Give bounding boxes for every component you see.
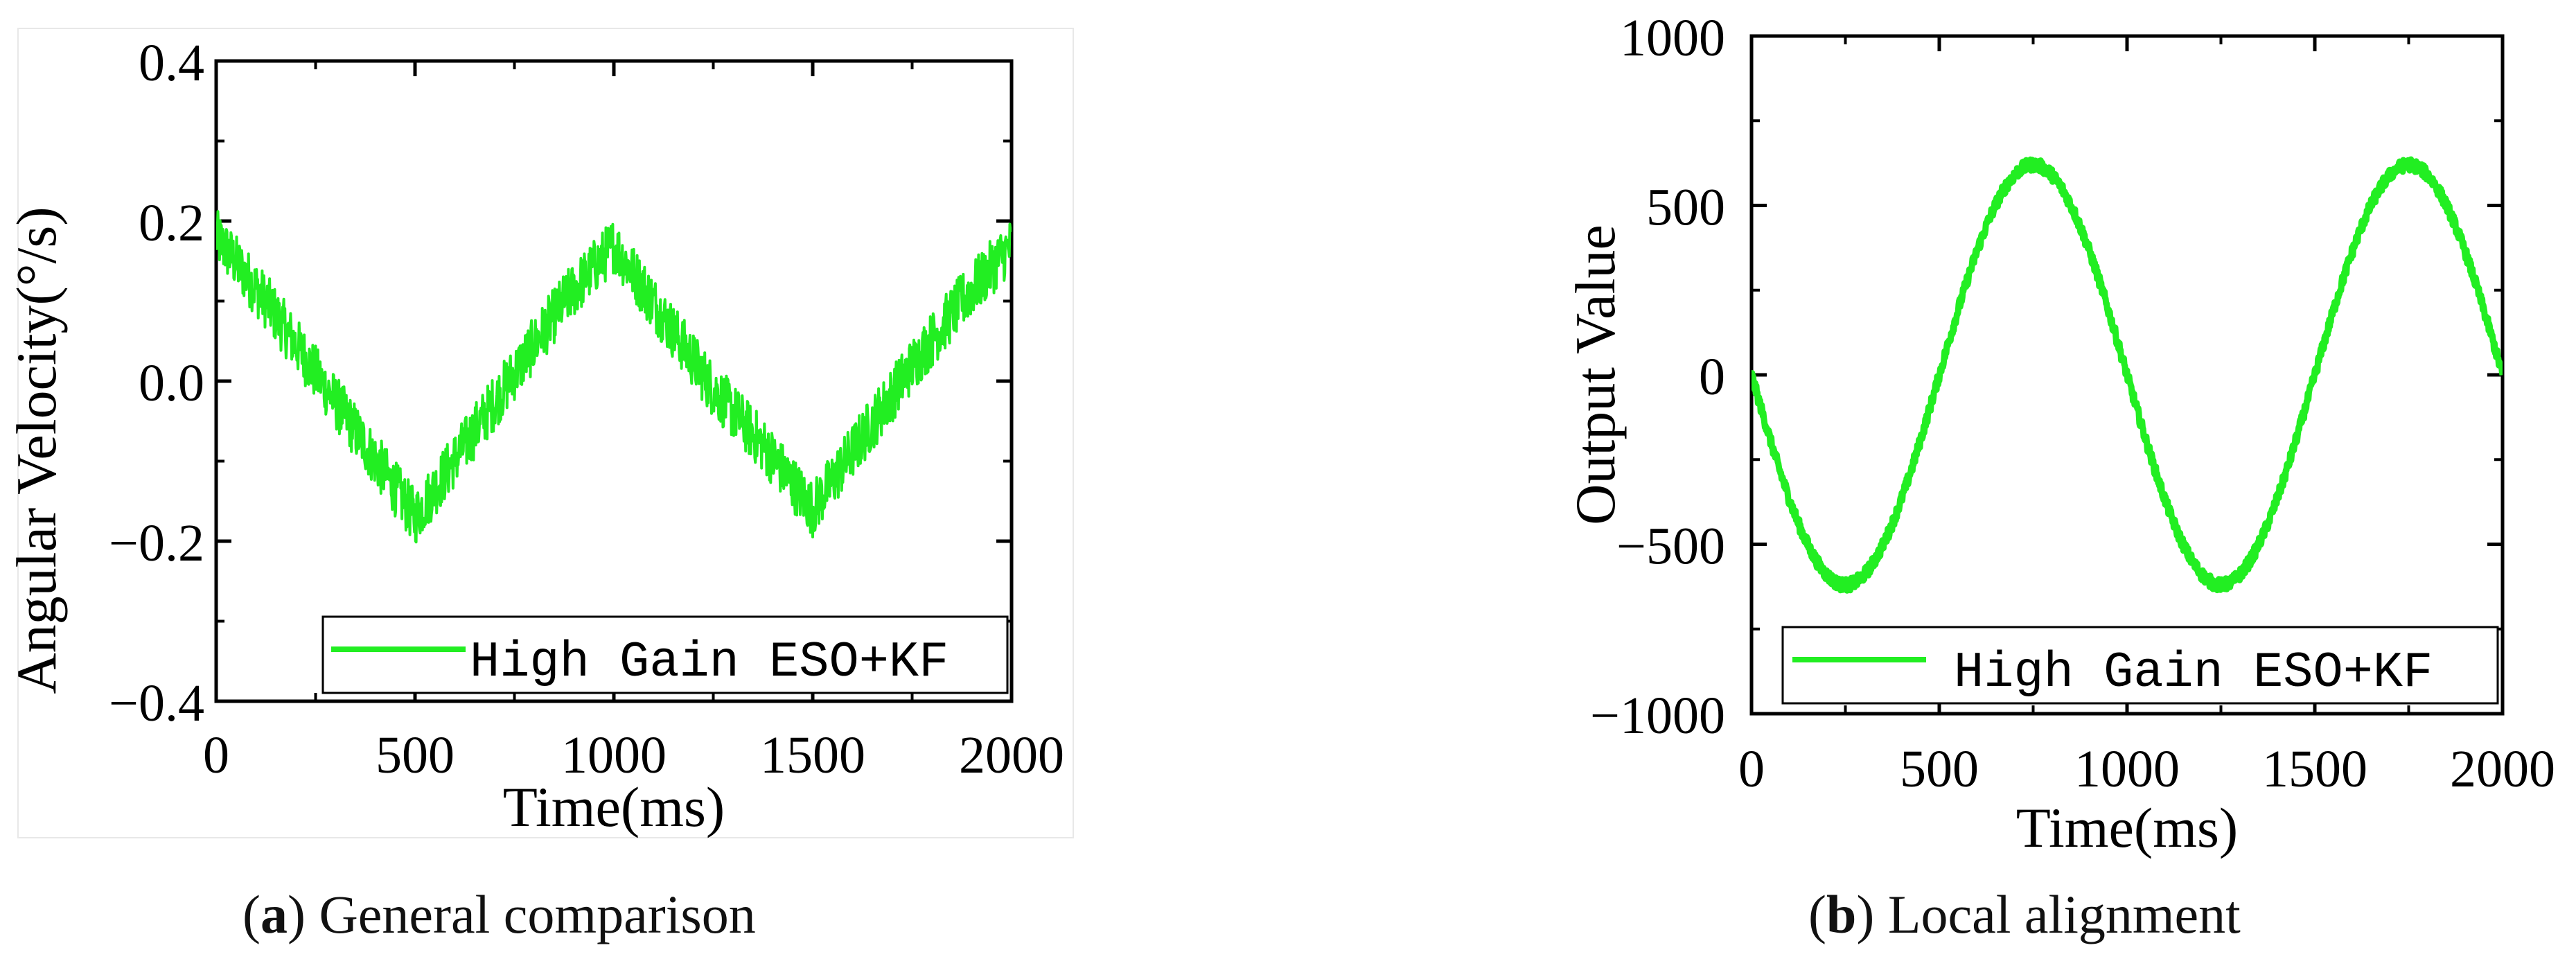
y-tick-label: 0.4 (139, 34, 204, 92)
y-tick-label: 1000 (1620, 9, 1725, 67)
x-axis-label-a: Time(ms) (503, 775, 725, 838)
caption-b: (b) Local alignment (1808, 884, 2241, 944)
y-tick-label: −0.2 (109, 514, 204, 572)
x-tick-label: 0 (1738, 740, 1765, 798)
caption-b-text: Local alignment (1887, 884, 2241, 944)
x-tick-label: 1500 (2262, 740, 2367, 798)
x-tick-label: 500 (1900, 740, 1979, 798)
x-tick-label: 1000 (2074, 740, 2180, 798)
x-tick-label: 2000 (959, 726, 1064, 784)
y-axis-label-b: Output Value (1564, 225, 1627, 525)
x-tick-label: 1000 (561, 726, 667, 784)
y-tick-label: 0.0 (139, 354, 204, 412)
x-axis-label-b: Time(ms) (2016, 796, 2238, 859)
caption-a-text: General comparison (319, 884, 756, 944)
caption-a-letter: a (260, 884, 288, 944)
series-line-b (1752, 156, 2503, 594)
y-tick-label: 500 (1646, 179, 1725, 237)
legend-box-a (321, 615, 1009, 694)
y-tick-label: 0.2 (139, 194, 204, 252)
x-tick-label: 1500 (760, 726, 865, 784)
chart-a-group: −0.4 −0.2 0.0 0.2 0.4 0 500 1000 1500 2000 Time(ms… (5, 34, 1064, 838)
caption-b-letter: b (1826, 884, 1857, 944)
series-line-a (216, 210, 1012, 544)
y-tick-label: −1000 (1590, 687, 1725, 745)
y-tick-label: −0.4 (109, 674, 204, 732)
y-tick-label: −500 (1616, 518, 1725, 576)
x-tick-label: 2000 (2450, 740, 2555, 798)
caption-a: (a) General comparison (242, 884, 756, 944)
x-tick-label: 500 (376, 726, 455, 784)
chart-b-group: −1000 −500 0 500 1000 0 500 1000 1500 2000 Time(ms… (1564, 9, 2555, 859)
legend-label-b: High Gain ESO+KF (1954, 644, 2433, 701)
legend-box-b (1781, 626, 2499, 705)
legend-label-a: High Gain ESO+KF (470, 634, 949, 691)
y-axis-label-a: Angular Velocity(°/s) (5, 206, 68, 694)
panel-a-frame (17, 28, 1074, 838)
x-tick-label: 0 (203, 726, 229, 784)
y-tick-label: 0 (1699, 348, 1725, 406)
